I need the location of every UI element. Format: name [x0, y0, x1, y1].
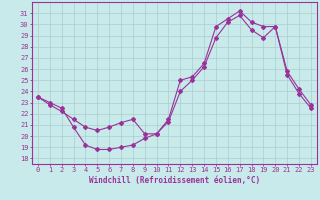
- X-axis label: Windchill (Refroidissement éolien,°C): Windchill (Refroidissement éolien,°C): [89, 176, 260, 185]
